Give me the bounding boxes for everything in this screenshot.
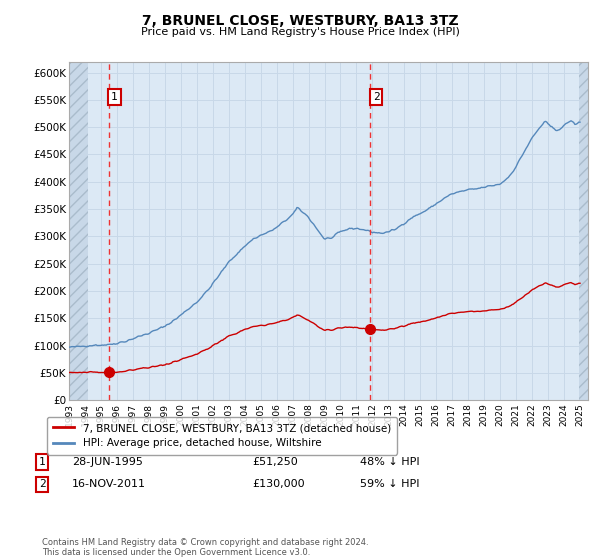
Text: Contains HM Land Registry data © Crown copyright and database right 2024.
This d: Contains HM Land Registry data © Crown c…: [42, 538, 368, 557]
Text: £130,000: £130,000: [252, 479, 305, 489]
Text: £51,250: £51,250: [252, 457, 298, 467]
Text: 7, BRUNEL CLOSE, WESTBURY, BA13 3TZ: 7, BRUNEL CLOSE, WESTBURY, BA13 3TZ: [142, 14, 458, 28]
Text: 16-NOV-2011: 16-NOV-2011: [72, 479, 146, 489]
Bar: [69, 62, 88, 400]
Text: 28-JUN-1995: 28-JUN-1995: [72, 457, 143, 467]
Bar: [579, 62, 588, 400]
Text: 1: 1: [111, 92, 118, 102]
Text: 2: 2: [38, 479, 46, 489]
Legend: 7, BRUNEL CLOSE, WESTBURY, BA13 3TZ (detached house), HPI: Average price, detach: 7, BRUNEL CLOSE, WESTBURY, BA13 3TZ (det…: [47, 417, 397, 455]
Text: 59% ↓ HPI: 59% ↓ HPI: [360, 479, 419, 489]
Text: 1: 1: [38, 457, 46, 467]
Text: 48% ↓ HPI: 48% ↓ HPI: [360, 457, 419, 467]
Text: Price paid vs. HM Land Registry's House Price Index (HPI): Price paid vs. HM Land Registry's House …: [140, 27, 460, 37]
Text: 2: 2: [373, 92, 380, 102]
